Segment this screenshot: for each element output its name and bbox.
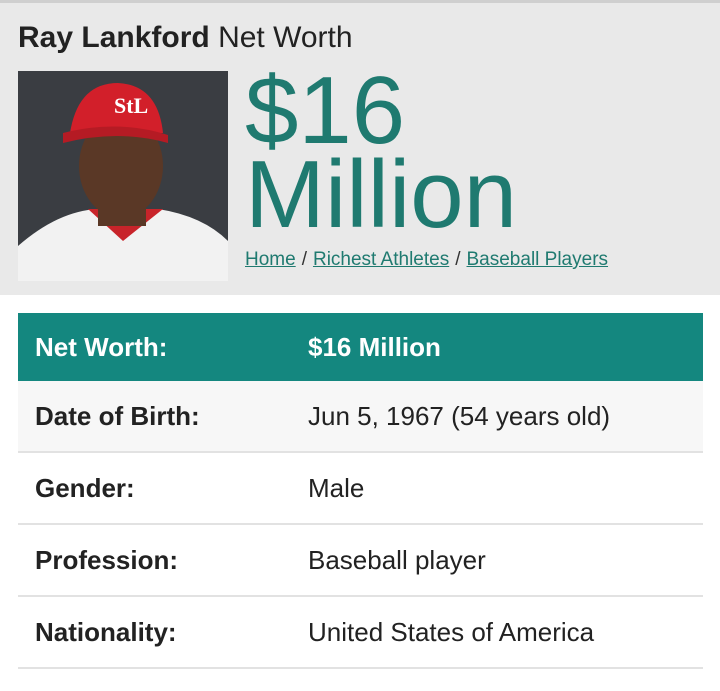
row-label: Date of Birth: bbox=[18, 381, 308, 453]
svg-text:StL: StL bbox=[114, 93, 148, 118]
breadcrumb-separator: / bbox=[301, 249, 307, 270]
row-label: Net Worth: bbox=[18, 313, 308, 381]
table-row: Gender: Male bbox=[18, 452, 703, 525]
table-row: Profession: Baseball player bbox=[18, 524, 703, 597]
row-label: Nationality: bbox=[18, 596, 308, 669]
net-worth-headline: $16 Million bbox=[245, 57, 518, 248]
row-value: Jun 5, 1967 (54 years old) bbox=[308, 381, 703, 453]
row-value: United States of America bbox=[308, 596, 703, 669]
breadcrumbs: Home / Richest Athletes / Baseball Players bbox=[245, 249, 608, 271]
breadcrumb-link[interactable]: Home bbox=[245, 249, 296, 270]
row-label: Profession: bbox=[18, 524, 308, 597]
table-row: Date of Birth: Jun 5, 1967 (54 years old) bbox=[18, 381, 703, 453]
breadcrumb-link[interactable]: Baseball Players bbox=[466, 249, 609, 270]
row-value: Baseball player bbox=[308, 524, 703, 597]
table-row: Net Worth: $16 Million bbox=[18, 313, 703, 381]
person-name: Ray Lankford bbox=[18, 21, 210, 54]
row-value: $16 Million bbox=[308, 313, 703, 381]
breadcrumb-separator: / bbox=[455, 249, 461, 270]
photo: StL bbox=[18, 71, 228, 281]
title: Ray Lankford Net Worth bbox=[18, 21, 353, 55]
row-value: Male bbox=[308, 452, 703, 525]
breadcrumb-link[interactable]: Richest Athletes bbox=[312, 249, 450, 270]
title-suffix: Net Worth bbox=[218, 21, 353, 54]
table-row: Nationality: United States of America bbox=[18, 596, 703, 669]
header: Ray Lankford Net Worth StL $16 Million H… bbox=[0, 0, 720, 295]
row-label: Gender: bbox=[18, 452, 308, 525]
info-table: Net Worth: $16 Million Date of Birth: Jun 5… bbox=[18, 313, 703, 669]
